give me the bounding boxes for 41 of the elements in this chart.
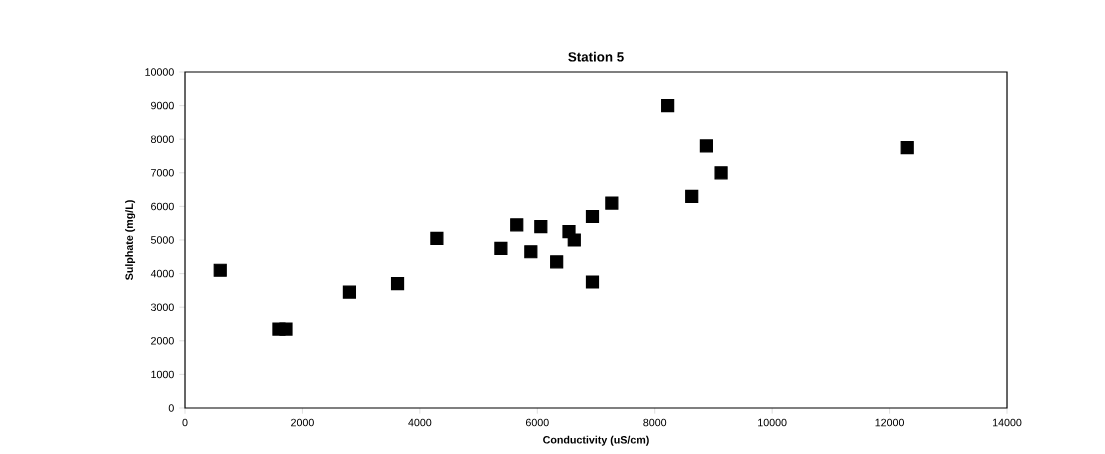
chart-title: Station 5 [568,51,624,62]
x-tick-label: 2000 [291,418,314,427]
point [534,219,548,234]
point [585,209,600,224]
y-tick-label: 9000 [151,101,174,110]
point [494,241,508,255]
x-tick-label: 14000 [993,418,1022,427]
y-tick-label: 0 [168,404,174,412]
point [714,166,728,180]
y-tick-label: 3000 [150,303,174,311]
y-tick-label: 5000 [150,236,174,244]
x-axis-title: Conductivity (uS/cm) [543,435,649,446]
y-tick-label: 2000 [151,337,174,345]
y-tick-label: 7000 [151,169,174,177]
y-tick-label: 10000 [145,68,174,76]
x-tick-label: 12000 [875,418,904,427]
point [510,218,524,232]
point [661,99,675,113]
point [213,263,227,277]
y-tick-label: 8000 [151,135,174,143]
point [900,141,914,155]
point [685,189,699,203]
point [430,231,444,245]
y-tick-label: 6000 [151,202,174,211]
point [699,139,713,153]
point [605,196,619,210]
point [585,275,600,289]
x-tick-label: 10000 [758,418,787,427]
point [279,322,293,336]
point [390,277,405,291]
y-axis-title: Sulphate (mg/L) [125,200,136,280]
y-tick-label: 1000 [151,370,174,379]
y-tick-label: 4000 [150,269,174,278]
point [550,255,564,269]
point [342,285,357,299]
x-tick-label: 6000 [525,418,549,427]
point [567,233,581,247]
x-tick-label: 0 [182,418,188,427]
point [524,245,538,259]
x-tick-label: 4000 [408,418,432,427]
x-tick-label: 8000 [643,418,667,427]
